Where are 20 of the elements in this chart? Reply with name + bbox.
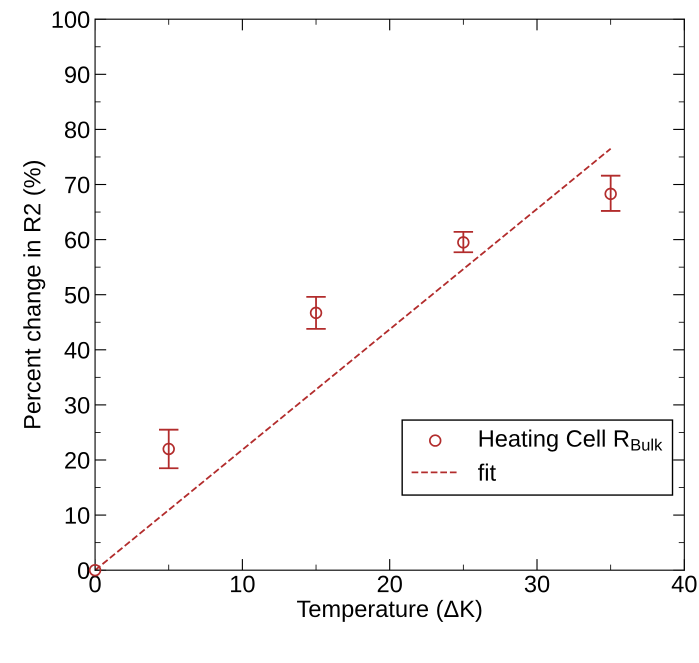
x-tick-label: 40 <box>672 576 697 592</box>
y-tick-label: 100 <box>52 11 90 28</box>
y-tick-label: 20 <box>65 452 90 469</box>
legend-label: fit <box>478 464 496 481</box>
y-tick-label: 30 <box>64 396 90 414</box>
y-axis-title: Percent change in R2 (%) <box>23 160 46 428</box>
x-tick-label: 0 <box>89 576 101 592</box>
y-tick-label: 40 <box>64 342 90 359</box>
x-tick-label: 30 <box>524 576 550 592</box>
y-tick-label: 50 <box>64 286 90 304</box>
y-tick-label: 80 <box>64 121 90 138</box>
y-tick-label: 60 <box>65 232 90 248</box>
x-axis-title: Temperature (ΔK) <box>297 600 482 622</box>
x-tick-label: 10 <box>231 576 255 592</box>
y-tick-label: 70 <box>65 176 90 194</box>
y-tick-label: 0 <box>78 562 90 579</box>
y-tick-label: 10 <box>66 507 90 524</box>
legend-label: Heating Cell R$_{Bulk}$ <box>480 430 662 452</box>
x-tick-label: 20 <box>378 576 402 592</box>
y-tick-label: 90 <box>65 66 90 84</box>
